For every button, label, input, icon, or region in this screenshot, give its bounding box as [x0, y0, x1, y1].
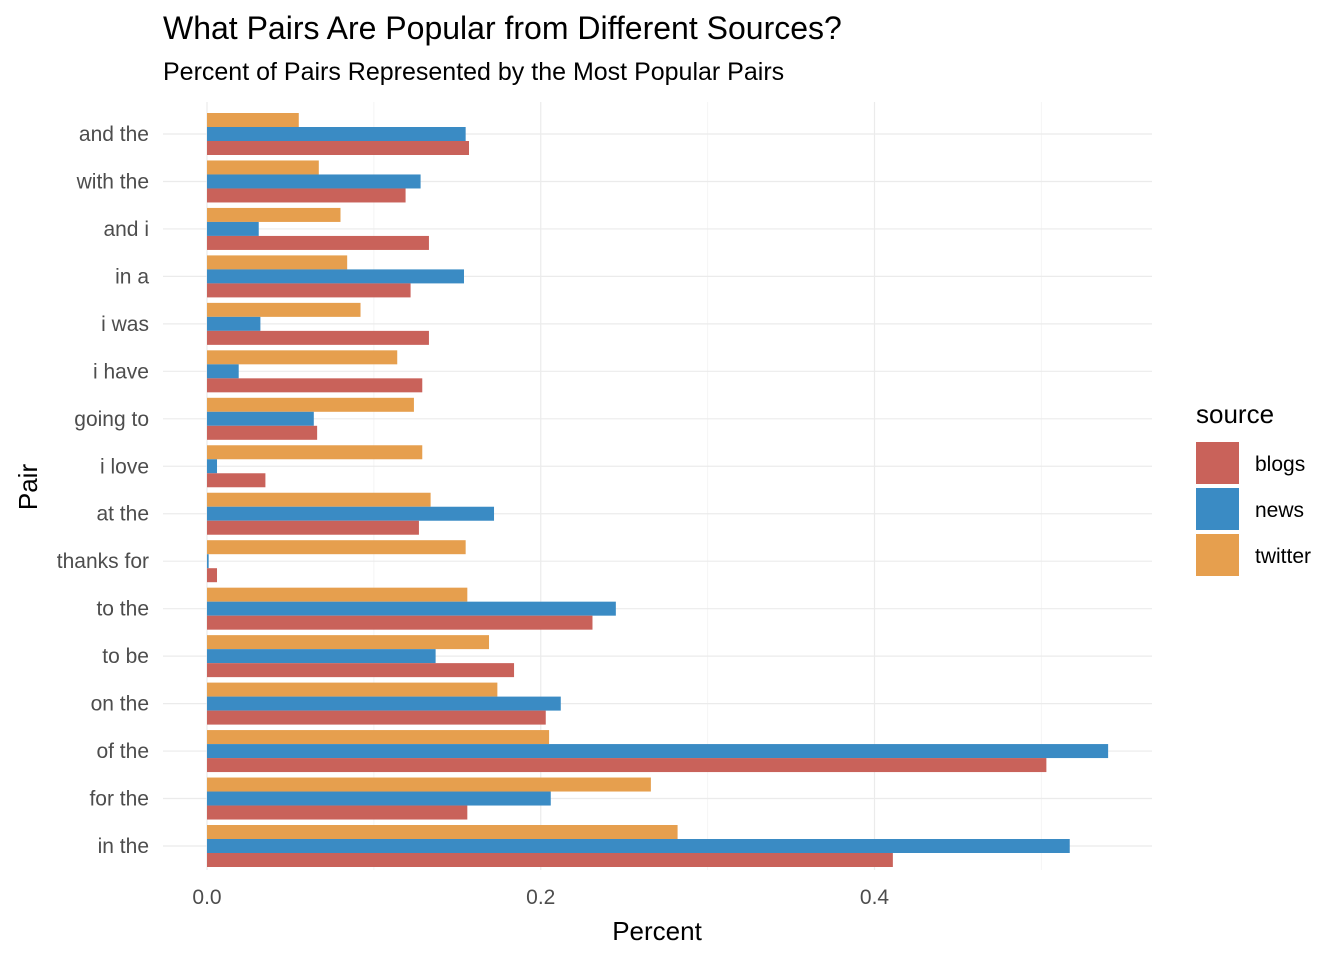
bar-blogs [207, 378, 423, 393]
y-tick-label: and i [103, 218, 149, 241]
y-tick-label: for the [89, 788, 149, 811]
bar-twitter [207, 397, 414, 412]
legend-key-news [1196, 488, 1239, 530]
bar-news [207, 744, 1109, 759]
bar-news [207, 791, 551, 806]
bar-news [207, 411, 314, 426]
bar-twitter [207, 255, 348, 270]
y-tick-label: i have [93, 360, 149, 383]
bar-twitter [207, 587, 468, 602]
bar-news [207, 459, 218, 474]
legend-label-twitter: twitter [1255, 545, 1311, 568]
x-tick-label: 0.0 [192, 886, 221, 909]
bar-news [207, 554, 209, 569]
bar-news [207, 174, 421, 189]
bar-blogs [207, 520, 419, 535]
bar-twitter [207, 777, 651, 792]
bar-twitter [207, 682, 498, 697]
legend-label-news: news [1255, 499, 1304, 522]
y-tick-labels: and the with the and i in a i was i have going… [57, 123, 150, 858]
y-tick-label: going to [74, 408, 149, 431]
bar-blogs [207, 473, 266, 488]
y-tick-label: at the [96, 503, 149, 526]
x-axis-title: Percent [612, 916, 702, 946]
legend: source blogs news twitter [1196, 399, 1311, 576]
bar-blogs [207, 615, 593, 630]
chart-title: What Pairs Are Popular from Different So… [163, 10, 842, 46]
bar-news [207, 696, 561, 711]
bar-twitter [207, 302, 361, 317]
y-tick-label: and the [79, 123, 149, 146]
bar-news [207, 127, 466, 141]
bar-news [207, 839, 1070, 853]
legend-key-twitter [1196, 534, 1239, 576]
bar-news [207, 316, 261, 331]
bar-blogs [207, 805, 468, 820]
bar-twitter [207, 825, 678, 839]
bar-blogs [207, 663, 515, 678]
y-tick-label: to the [96, 598, 149, 621]
bar-twitter [207, 492, 431, 507]
y-tick-label: i love [100, 455, 149, 478]
bar-twitter [207, 730, 550, 745]
bar-news [207, 221, 259, 236]
bar-blogs [207, 283, 411, 298]
bar-twitter [207, 113, 299, 127]
bar-news [207, 601, 616, 616]
chart-subtitle: Percent of Pairs Represented by the Most… [163, 58, 785, 86]
bar-blogs [207, 235, 429, 250]
y-tick-label: to be [102, 645, 149, 668]
x-tick-label: 0.4 [860, 886, 890, 909]
bar-twitter [207, 445, 423, 460]
bar-twitter [207, 635, 490, 650]
bars [207, 113, 1109, 867]
bar-twitter [207, 207, 341, 222]
bar-blogs [207, 425, 318, 440]
legend-key-blogs [1196, 442, 1239, 484]
bar-blogs [207, 758, 1047, 773]
bar-news [207, 364, 239, 379]
y-tick-label: on the [91, 693, 149, 716]
bar-news [207, 506, 495, 521]
y-tick-label: i was [101, 313, 149, 336]
y-tick-label: in a [115, 265, 149, 288]
y-tick-label: thanks for [57, 550, 149, 573]
bar-twitter [207, 160, 319, 175]
legend-label-blogs: blogs [1255, 453, 1305, 476]
bar-blogs [207, 853, 893, 867]
x-tick-labels: 0.0 0.2 0.4 [192, 886, 889, 909]
bar-twitter [207, 540, 466, 555]
y-tick-label: of the [96, 740, 149, 763]
bar-blogs [207, 568, 218, 583]
bar-blogs [207, 141, 469, 155]
bar-blogs [207, 188, 406, 203]
bar-twitter [207, 350, 398, 365]
legend-title: source [1196, 399, 1274, 429]
bar-blogs [207, 710, 546, 725]
y-tick-label: in the [98, 835, 149, 858]
bar-news [207, 269, 464, 284]
bar-news [207, 649, 436, 664]
bar-blogs [207, 330, 429, 345]
x-tick-label: 0.2 [526, 886, 555, 909]
y-tick-label: with the [76, 170, 149, 193]
y-axis-title: Pair [13, 464, 43, 511]
